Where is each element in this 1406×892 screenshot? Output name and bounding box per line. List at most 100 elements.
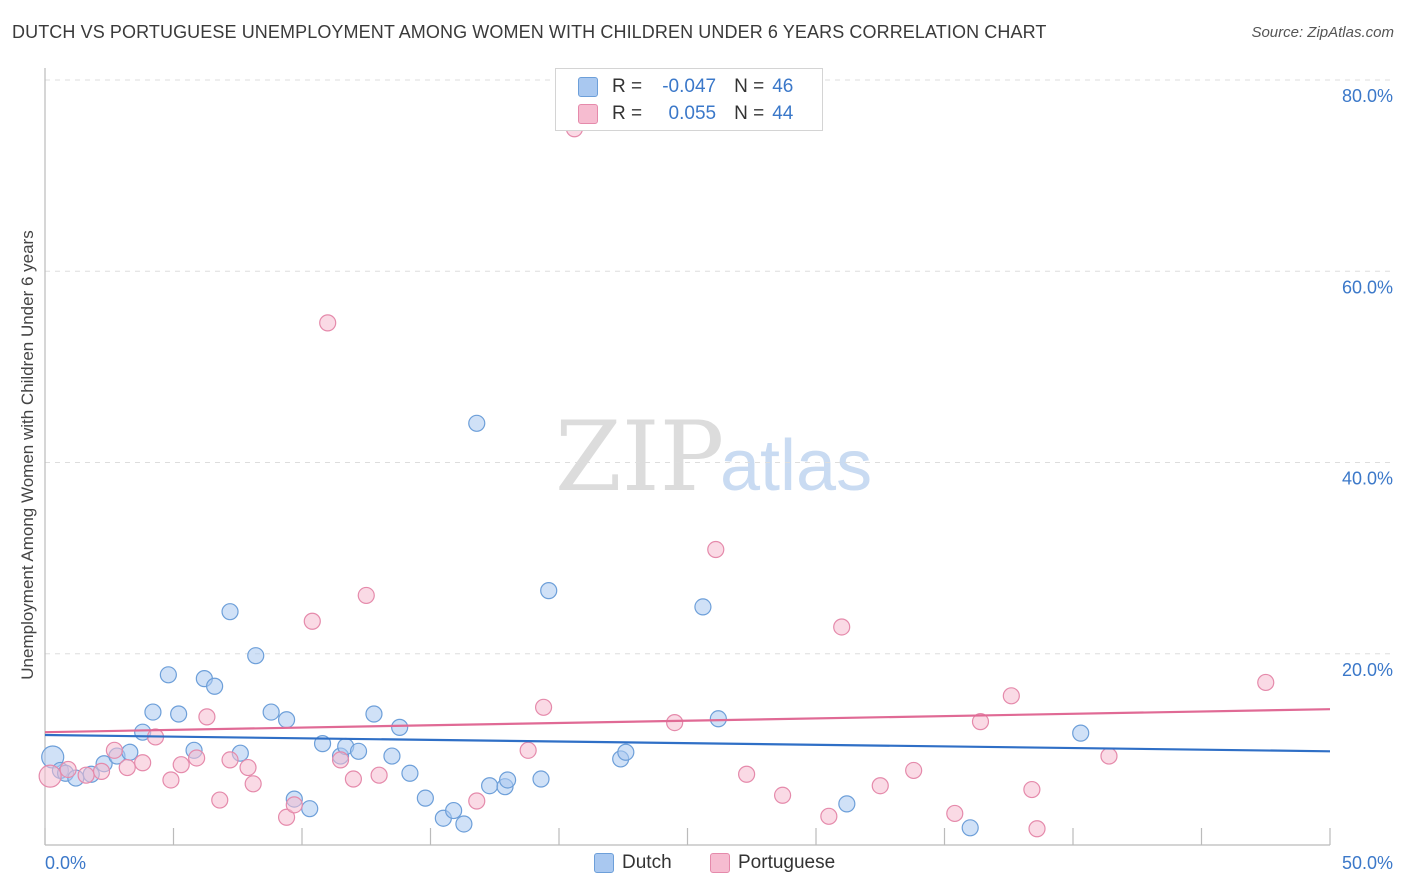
n-label: N = — [734, 103, 765, 124]
portuguese-point — [468, 792, 486, 810]
dutch-point — [481, 777, 499, 795]
dutch-point — [540, 582, 558, 600]
portuguese-point — [1100, 747, 1118, 765]
portuguese-point — [162, 771, 180, 789]
portuguese-point — [244, 775, 262, 793]
y-tick-label: 20.0% — [1342, 660, 1393, 680]
portuguese-point — [1002, 687, 1020, 705]
r-value: 0.055 — [663, 103, 717, 124]
dutch-point — [383, 747, 401, 765]
y-tick-label: 40.0% — [1342, 469, 1393, 489]
portuguese-point — [946, 804, 964, 823]
y-tick-label: 80.0% — [1342, 86, 1393, 106]
dutch-point — [709, 710, 727, 728]
portuguese-point — [319, 314, 337, 332]
dutch-swatch — [578, 77, 598, 97]
portuguese-swatch — [578, 104, 598, 124]
dutch-point — [401, 764, 419, 782]
dutch-point — [838, 795, 856, 813]
dutch-legend-swatch — [594, 853, 614, 873]
n-value: 46 — [772, 76, 794, 97]
dutch-point — [170, 705, 188, 723]
dutch-legend-label: Dutch — [622, 852, 672, 873]
portuguese-point — [211, 791, 229, 809]
dutch-point — [159, 666, 177, 684]
dutch-point — [144, 703, 162, 721]
portuguese-point — [285, 796, 303, 814]
portuguese-point — [77, 766, 95, 784]
r-label: R = — [612, 76, 643, 97]
portuguese-point — [134, 754, 152, 772]
portuguese-point — [370, 766, 388, 784]
dutch-point — [468, 414, 486, 432]
portuguese-point — [666, 713, 684, 732]
dutch-point — [499, 771, 517, 789]
portuguese-point — [105, 741, 123, 759]
dutch-point — [445, 801, 463, 820]
correlation-legend: R = -0.047 N = 46 R = 0.055 N = 44 — [555, 68, 823, 131]
dutch-trend-line — [44, 733, 1331, 753]
dutch-point — [262, 703, 280, 721]
dutch-point — [301, 800, 319, 818]
dutch-point — [121, 743, 139, 761]
y-tick-label: 60.0% — [1342, 277, 1393, 297]
source-label: Source: ZipAtlas.com — [1251, 24, 1394, 41]
dutch-point — [961, 819, 979, 837]
portuguese-point — [277, 808, 296, 826]
portuguese-point — [38, 764, 62, 788]
dutch-point — [617, 743, 635, 761]
r-label: R = — [612, 103, 643, 124]
dutch-point — [391, 718, 409, 736]
dutch-point — [1072, 724, 1090, 742]
portuguese-point — [534, 698, 553, 716]
n-value: 44 — [772, 103, 794, 124]
dutch-point — [455, 815, 473, 833]
dutch-point — [221, 603, 239, 621]
r-value: -0.047 — [662, 76, 717, 97]
portuguese-point — [1257, 673, 1275, 692]
x-tick-label: 50.0% — [1342, 853, 1393, 873]
portuguese-point — [59, 760, 77, 779]
dutch-point — [277, 711, 296, 729]
portuguese-point — [344, 770, 362, 788]
portuguese-point — [820, 807, 838, 825]
portuguese-point — [905, 761, 923, 780]
portuguese-point — [707, 540, 725, 559]
portuguese-point — [118, 758, 136, 777]
dutch-point — [349, 742, 368, 760]
portuguese-point — [239, 758, 257, 777]
watermark-atlas: atlas — [720, 426, 872, 506]
portuguese-point — [738, 765, 756, 783]
portuguese-point — [1023, 780, 1041, 799]
legend-row-dutch: R = -0.047 N = 46 — [578, 74, 793, 100]
chart-title: DUTCH VS PORTUGUESE UNEMPLOYMENT AMONG W… — [12, 22, 1047, 42]
portuguese-point — [198, 708, 216, 726]
series-legend: Dutch Portuguese — [0, 852, 1406, 878]
portuguese-legend-label: Portuguese — [738, 852, 836, 873]
portuguese-point — [188, 749, 206, 767]
x-tick-label: 0.0% — [45, 853, 86, 873]
legend-row-portuguese: R = 0.055 N = 44 — [578, 101, 793, 127]
dutch-point — [694, 598, 712, 616]
portuguese-legend-swatch — [710, 853, 730, 873]
portuguese-point — [357, 586, 375, 605]
portuguese-point — [92, 762, 111, 780]
dutch-point — [247, 647, 265, 665]
legend-item-dutch[interactable]: Dutch — [594, 852, 672, 874]
portuguese-point — [519, 741, 537, 759]
dutch-point — [416, 789, 434, 807]
portuguese-point — [833, 618, 851, 636]
n-label: N = — [734, 76, 765, 97]
portuguese-point — [221, 751, 239, 769]
portuguese-point — [1028, 820, 1046, 838]
portuguese-point — [971, 713, 990, 731]
portuguese-point — [172, 756, 190, 774]
dutch-point — [365, 705, 383, 723]
legend-item-portuguese[interactable]: Portuguese — [710, 852, 835, 874]
portuguese-point — [331, 751, 350, 769]
portuguese-point — [773, 786, 792, 804]
portuguese-point — [303, 612, 321, 630]
dutch-point — [206, 677, 224, 695]
portuguese-trend-line — [44, 708, 1331, 734]
